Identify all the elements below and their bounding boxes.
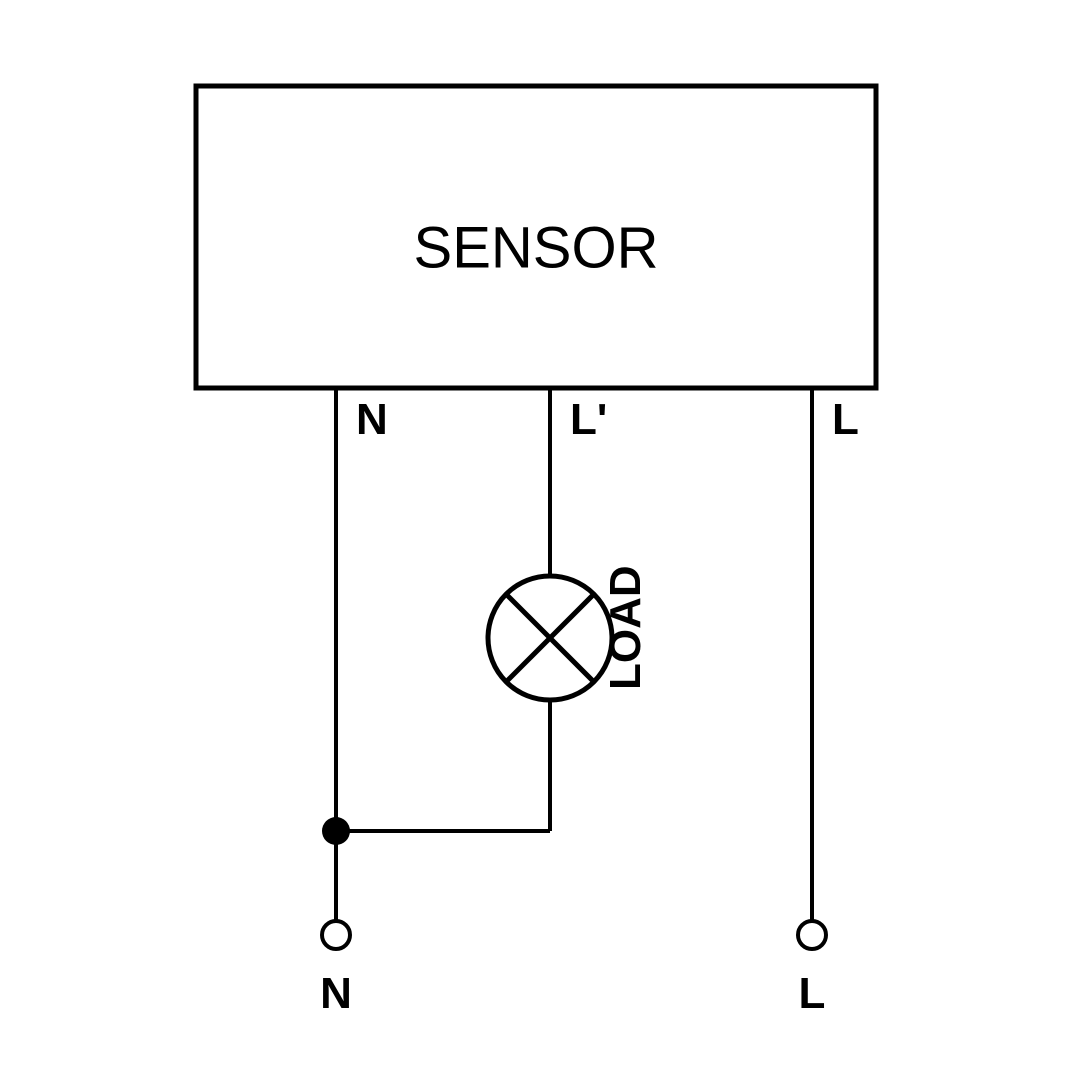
wiring-diagram: SENSOR N L' L LOAD N L bbox=[0, 0, 1080, 1080]
bottom-terminal-l bbox=[798, 921, 826, 949]
bottom-terminal-n bbox=[322, 921, 350, 949]
junction-node bbox=[322, 817, 350, 845]
load-symbol bbox=[488, 576, 612, 700]
sensor-box-label: SENSOR bbox=[414, 215, 659, 280]
bottom-label-l: L bbox=[799, 969, 826, 1018]
load-label: LOAD bbox=[601, 565, 650, 690]
terminal-label-l: L bbox=[832, 395, 859, 444]
bottom-label-n: N bbox=[320, 969, 352, 1018]
terminal-label-n: N bbox=[356, 395, 388, 444]
terminal-label-lprime: L' bbox=[570, 395, 607, 444]
